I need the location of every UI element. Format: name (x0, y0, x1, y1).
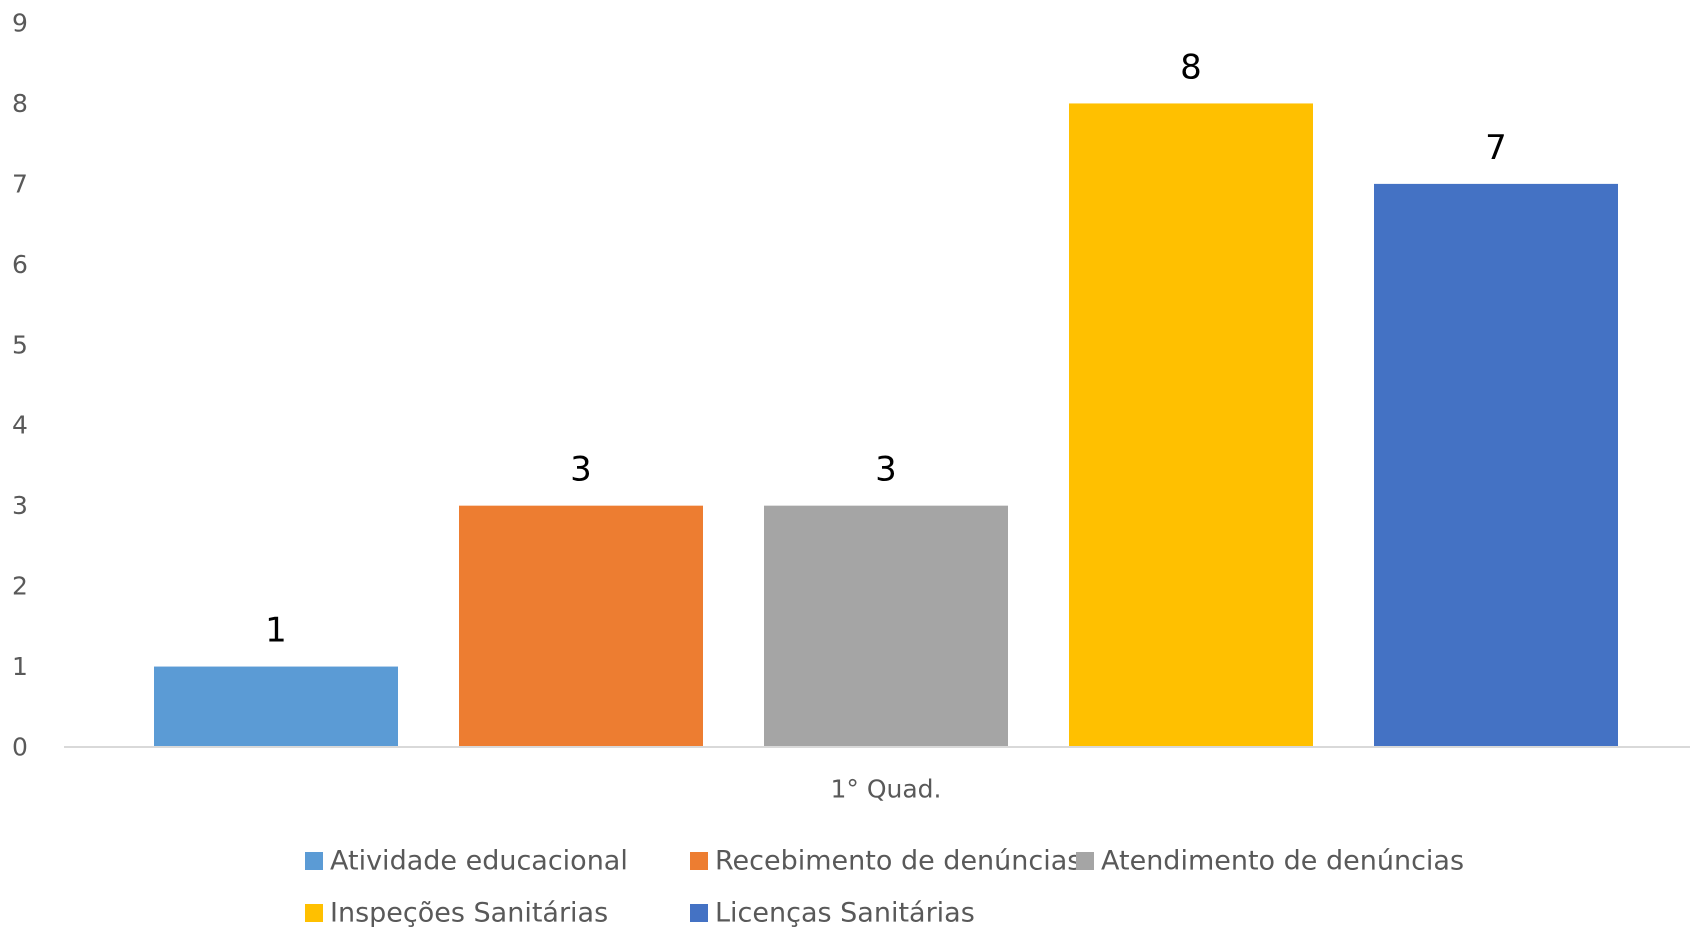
legend-item: Licenças Sanitárias (690, 898, 975, 929)
legend-label: Recebimento de denúncias (715, 846, 1081, 877)
y-tick-label: 5 (12, 330, 28, 359)
y-tick-label: 3 (12, 491, 28, 520)
y-tick-label: 4 (12, 411, 28, 440)
y-tick-label: 0 (12, 733, 28, 762)
legend-item: Inspeções Sanitárias (305, 898, 608, 929)
bar-2 (459, 505, 703, 747)
legend-swatch (305, 904, 323, 922)
data-label: 3 (570, 450, 592, 490)
legend-swatch (690, 852, 708, 870)
legend-label: Atendimento de denúncias (1101, 846, 1464, 877)
legend-label: Atividade educacional (330, 846, 628, 877)
legend: Atividade educacional Recebimento de denú… (305, 846, 1464, 929)
x-axis: 1° Quad. (830, 775, 941, 804)
legend-item: Atividade educacional (305, 846, 628, 877)
legend-label: Inspeções Sanitárias (330, 898, 608, 929)
legend-swatch (690, 904, 708, 922)
legend-label: Licenças Sanitárias (715, 898, 975, 929)
bar-5 (1374, 183, 1618, 747)
data-label: 3 (875, 450, 897, 490)
bars-group (154, 103, 1618, 747)
data-labels-group: 1 3 3 8 7 (265, 47, 1507, 650)
x-category-label: 1° Quad. (830, 775, 941, 804)
legend-swatch (1076, 852, 1094, 870)
bar-4 (1069, 103, 1313, 747)
y-tick-label: 2 (12, 572, 28, 601)
bar-1 (154, 666, 398, 747)
y-tick-label: 7 (12, 169, 28, 198)
legend-item: Atendimento de denúncias (1076, 846, 1464, 877)
y-tick-label: 9 (12, 9, 28, 38)
y-axis: 0 1 2 3 4 5 6 7 8 9 (12, 9, 28, 762)
y-tick-label: 1 (12, 652, 28, 681)
bar-3 (764, 505, 1008, 747)
y-tick-label: 8 (12, 89, 28, 118)
legend-swatch (305, 852, 323, 870)
data-label: 8 (1180, 47, 1202, 87)
legend-item: Recebimento de denúncias (690, 846, 1081, 877)
y-tick-label: 6 (12, 250, 28, 279)
data-label: 1 (265, 611, 287, 651)
data-label: 7 (1485, 128, 1507, 168)
